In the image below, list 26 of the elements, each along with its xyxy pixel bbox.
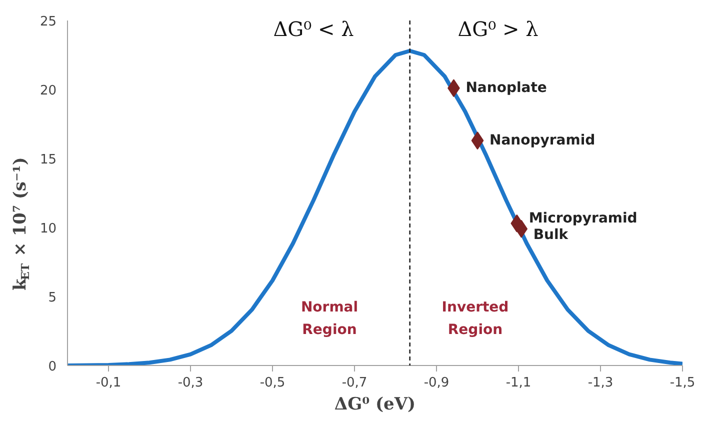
y-tick-label: 25 xyxy=(40,14,57,30)
point xyxy=(515,220,528,238)
y-axis-title: kET × 10⁷ (s⁻¹) xyxy=(10,157,32,290)
x-tick-label: -1,5 xyxy=(670,376,696,390)
x-tick-label: -0,7 xyxy=(342,376,368,390)
x-tick-label: -0,1 xyxy=(96,376,122,390)
annotation: Micropyramid xyxy=(528,210,638,226)
x-tick-label: -1,1 xyxy=(506,376,532,390)
annotation: Nanoplate xyxy=(466,80,547,96)
point xyxy=(471,132,484,150)
x-tick-label: -0,5 xyxy=(260,376,286,390)
x-tick-label: -1,3 xyxy=(588,376,614,390)
x-axis-title: ΔG⁰ (eV) xyxy=(334,394,416,414)
annotation: Nanopyramid xyxy=(490,132,596,149)
y-tick-label: 5 xyxy=(48,290,57,306)
annotation: ΔG⁰ > λ xyxy=(458,17,539,42)
annotation: Inverted Region xyxy=(442,300,509,338)
annotation: ΔG⁰ < λ xyxy=(273,17,354,42)
y-tick-label: 10 xyxy=(40,222,57,236)
x-tick-label: -0,3 xyxy=(178,376,204,390)
y-tick-label: 0 xyxy=(48,360,57,374)
x-tick-label: -0,9 xyxy=(424,376,450,390)
y-tick-label: 20 xyxy=(40,84,57,98)
y-tick-label: 15 xyxy=(40,152,57,168)
annotation: Bulk xyxy=(533,226,569,243)
annotation: Normal Region xyxy=(300,300,358,338)
